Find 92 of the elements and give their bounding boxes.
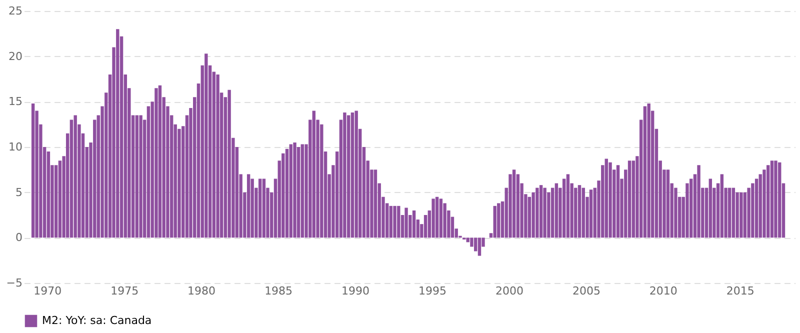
bar — [432, 198, 435, 238]
bar — [289, 144, 292, 238]
bar — [720, 174, 724, 238]
bar — [628, 160, 632, 238]
bar — [350, 112, 354, 238]
bar — [435, 196, 439, 238]
bar — [674, 188, 678, 238]
bar — [93, 120, 96, 238]
bar — [285, 148, 289, 238]
y-tick-label: −5 — [6, 276, 22, 290]
bar — [343, 112, 346, 238]
x-tick-label: 1995 — [418, 284, 446, 298]
bar — [178, 128, 181, 238]
bar — [697, 165, 700, 238]
bar — [740, 192, 743, 238]
bar — [554, 183, 558, 238]
x-tick-label: 2005 — [572, 284, 600, 298]
y-tick-label: 20 — [8, 50, 22, 63]
bar — [770, 160, 774, 238]
bar — [647, 103, 650, 238]
bar — [346, 115, 350, 238]
y-tick-label: 15 — [8, 95, 22, 108]
y-tick-label: 10 — [8, 140, 22, 154]
x-tick-label: 1980 — [188, 284, 216, 298]
bar — [204, 54, 208, 238]
bar — [320, 124, 324, 238]
x-tick-label: 1970 — [34, 284, 62, 298]
x-tick-label: 2015 — [726, 284, 754, 298]
bar — [300, 144, 304, 238]
bar — [550, 188, 554, 238]
bar — [732, 188, 736, 238]
bar — [404, 208, 408, 238]
bar — [397, 206, 400, 238]
bar — [478, 238, 482, 256]
bar — [578, 185, 582, 238]
bar — [528, 196, 532, 238]
bar — [412, 210, 416, 238]
legend-label: M2: YoY: sa: Canada — [42, 314, 152, 327]
bar — [728, 188, 732, 238]
bar — [512, 170, 516, 238]
bar — [747, 188, 750, 238]
bar — [708, 178, 712, 238]
bar — [439, 198, 443, 238]
bar — [258, 178, 262, 238]
x-tick-label: 1990 — [342, 284, 370, 298]
x-tick-label: 1975 — [110, 284, 139, 298]
bar — [374, 170, 378, 238]
bar — [139, 115, 142, 238]
bar — [312, 110, 316, 238]
bar — [393, 206, 396, 238]
bar — [589, 190, 593, 238]
bar — [532, 192, 535, 238]
y-tick-label: 0 — [16, 231, 22, 244]
bar — [31, 103, 35, 238]
bar — [354, 110, 358, 238]
bar — [493, 206, 496, 238]
x-tick-label: 2000 — [495, 284, 524, 298]
bar — [389, 206, 392, 238]
bar — [282, 153, 285, 238]
bar — [497, 203, 500, 238]
bar — [743, 192, 747, 238]
bar — [536, 188, 539, 238]
bar — [736, 192, 739, 238]
bar — [543, 188, 546, 238]
bar — [666, 170, 670, 238]
y-tick-label: 25 — [8, 4, 22, 18]
bar — [158, 85, 162, 238]
bar — [116, 29, 120, 238]
bar — [293, 142, 296, 238]
bar — [135, 115, 139, 238]
bar — [643, 106, 647, 238]
x-tick-label: 1985 — [264, 284, 293, 298]
bar — [778, 162, 782, 238]
bar — [547, 192, 550, 238]
bar — [246, 174, 250, 238]
bar — [604, 158, 608, 238]
y-tick-label: 5 — [16, 186, 22, 199]
bar — [216, 74, 220, 238]
bar — [616, 165, 620, 238]
bar — [154, 88, 158, 238]
bar — [228, 90, 231, 238]
bar — [539, 185, 543, 238]
bar — [608, 162, 612, 238]
bar — [582, 188, 585, 238]
bar — [70, 120, 74, 238]
bar — [566, 174, 570, 238]
x-tick-label: 2010 — [649, 284, 678, 298]
bar — [466, 238, 470, 242]
bar — [74, 115, 77, 238]
bar — [774, 160, 778, 238]
bar — [262, 178, 266, 238]
bar — [574, 188, 578, 238]
